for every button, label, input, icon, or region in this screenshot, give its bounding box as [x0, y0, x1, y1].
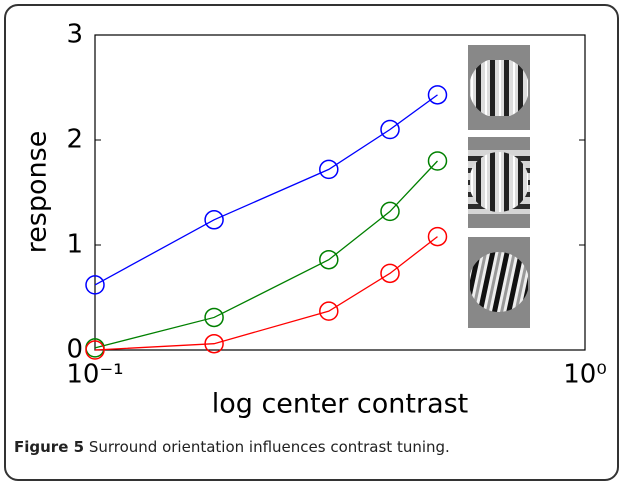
y-tick-label: 3	[66, 20, 83, 50]
y-axis-label: response	[22, 131, 53, 254]
x-tick-label: 10⁰	[563, 360, 607, 390]
caption: Figure 5 Surround orientation influences…	[14, 438, 450, 456]
x-axis-label: log center contrast	[212, 389, 469, 420]
caption-text: Surround orientation influences contrast…	[89, 438, 450, 456]
y-tick-label: 1	[66, 230, 83, 260]
series-line	[95, 95, 437, 285]
x-tick-label: 10⁻¹	[66, 360, 123, 390]
y-tick-label: 2	[66, 125, 83, 155]
series-line	[95, 161, 437, 348]
stimulus-images	[468, 45, 530, 328]
caption-label: Figure 5	[14, 438, 84, 456]
series-line	[95, 237, 437, 350]
